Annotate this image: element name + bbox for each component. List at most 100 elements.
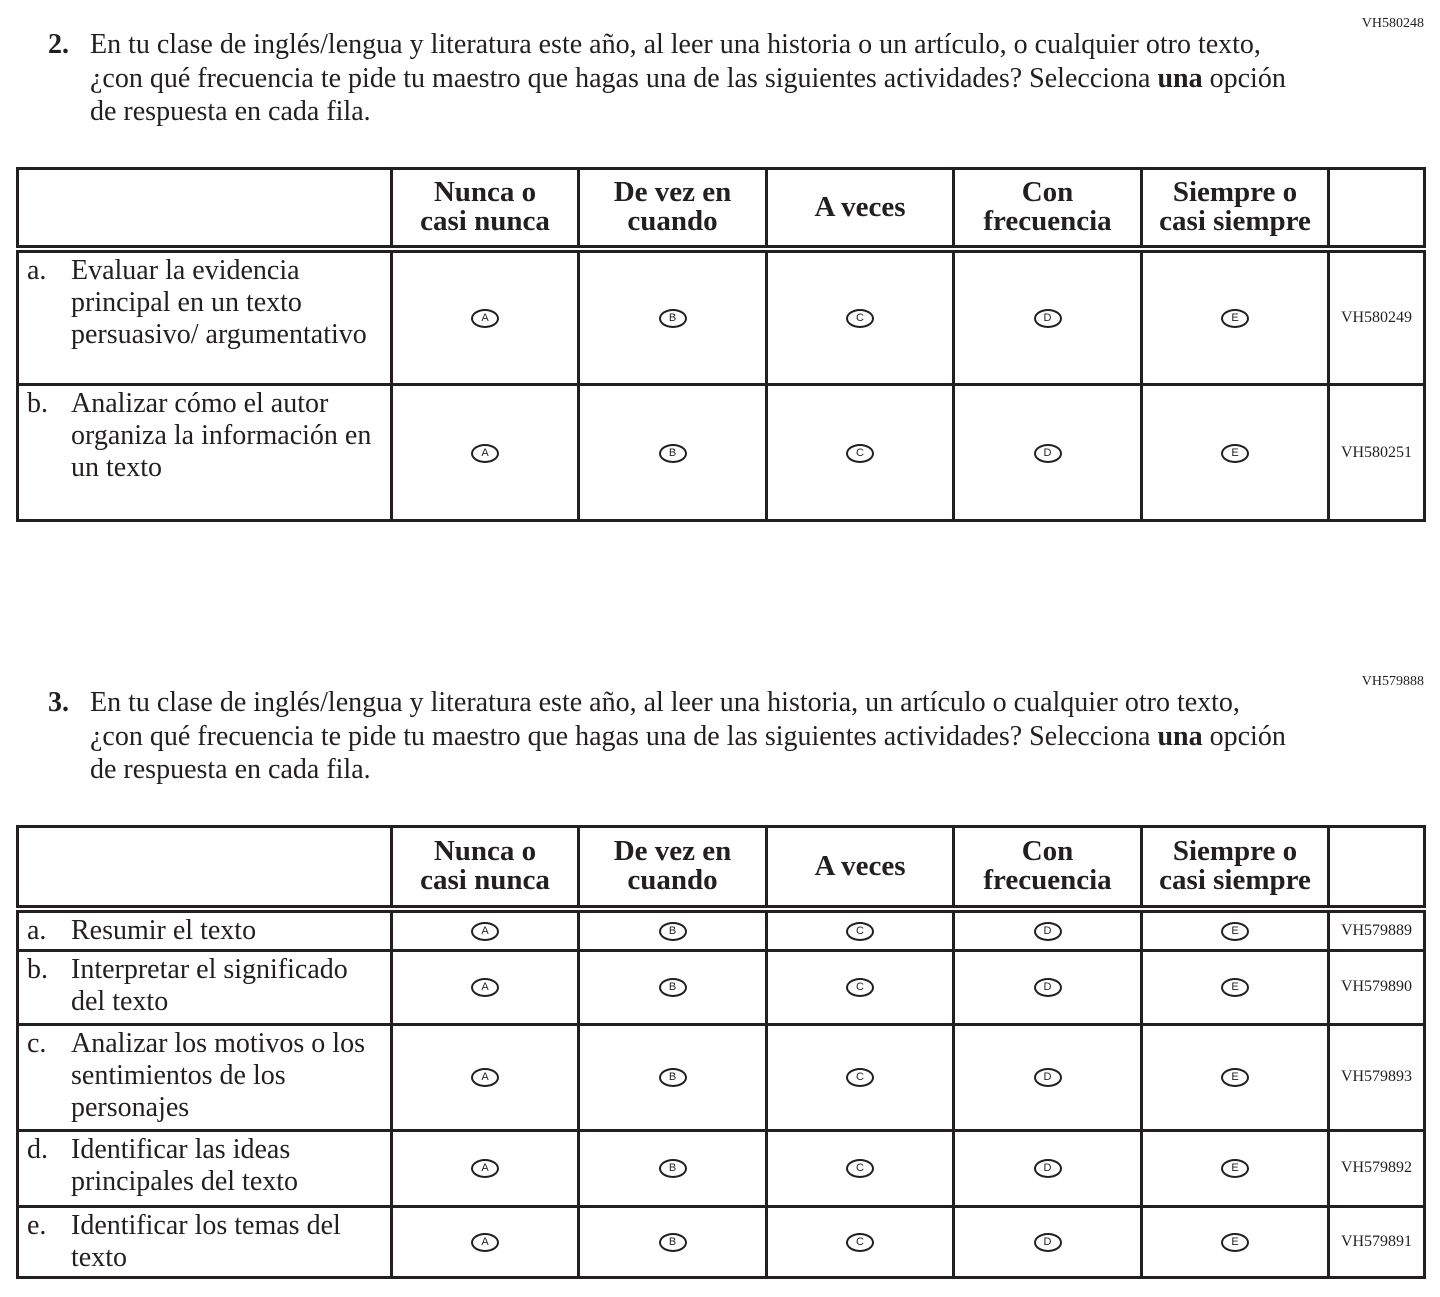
response-bubble-a[interactable]: A (471, 1159, 499, 1178)
response-bubble-d[interactable]: D (1033, 1068, 1062, 1087)
response-cell[interactable]: D (952, 383, 1143, 522)
item-letter: b. (27, 953, 48, 985)
response-bubble-e[interactable]: E (1221, 978, 1249, 997)
response-cell[interactable]: B (577, 1204, 768, 1279)
table-row: d. Identificar las ideas principales del … (16, 1128, 1426, 1208)
question-body: En tu clase de inglés/lengua y literatur… (90, 28, 1290, 129)
item-letter: c. (27, 1027, 47, 1059)
response-cell[interactable]: E (1140, 383, 1330, 522)
response-bubble-c[interactable]: C (846, 978, 874, 997)
response-cell[interactable]: A (390, 907, 580, 952)
response-bubble-a[interactable]: A (471, 308, 499, 328)
response-cell[interactable]: C (765, 907, 955, 952)
response-cell[interactable]: A (390, 1022, 580, 1132)
response-bubble-a[interactable]: A (471, 978, 499, 997)
item-letter: a. (27, 914, 47, 946)
response-bubble-c[interactable]: C (846, 1159, 874, 1178)
column-header: Nunca o casi nunca (390, 825, 580, 913)
response-cell[interactable]: D (952, 1204, 1143, 1279)
response-bubble-d[interactable]: D (1033, 921, 1062, 941)
response-cell[interactable]: B (577, 247, 768, 386)
response-bubble-a[interactable]: A (471, 1232, 499, 1252)
response-bubble-c[interactable]: C (846, 1232, 874, 1252)
response-cell[interactable]: A (390, 1128, 580, 1208)
response-bubble-d[interactable]: D (1033, 308, 1062, 328)
response-cell[interactable]: D (952, 1022, 1143, 1132)
item-letter: b. (27, 388, 48, 419)
column-header (1327, 825, 1426, 913)
response-bubble-d[interactable]: D (1033, 1159, 1062, 1178)
item-code: VH580251 (1327, 383, 1426, 522)
column-header: Siempre o casi siempre (1140, 825, 1330, 913)
question-text-before: En tu clase de inglés/lengua y literatur… (90, 687, 1240, 752)
column-header: A veces (765, 167, 955, 253)
response-cell[interactable]: A (390, 948, 580, 1026)
response-cell[interactable]: C (765, 1128, 955, 1208)
response-bubble-b[interactable]: B (658, 921, 687, 941)
table-row: a. Resumir el texto A B C D E VH579889 (16, 907, 1426, 952)
response-bubble-e[interactable]: E (1221, 1159, 1249, 1178)
response-cell[interactable]: D (952, 1128, 1143, 1208)
item-letter: a. (27, 254, 47, 286)
response-cell[interactable]: A (390, 1204, 580, 1279)
response-bubble-d[interactable]: D (1033, 443, 1062, 463)
item-code: VH580249 (1327, 247, 1426, 386)
item-label: c. Analizar los motivos o los sentimiento… (16, 1022, 393, 1132)
response-cell[interactable]: B (577, 948, 768, 1026)
response-cell[interactable]: C (765, 948, 955, 1026)
response-bubble-b[interactable]: B (658, 1232, 687, 1252)
response-bubble-e[interactable]: E (1221, 921, 1249, 941)
response-cell[interactable]: A (390, 383, 580, 522)
response-cell[interactable]: C (765, 1204, 955, 1279)
response-bubble-b[interactable]: B (658, 308, 687, 328)
response-bubble-b[interactable]: B (658, 1159, 687, 1178)
response-cell[interactable]: B (577, 1022, 768, 1132)
table-row: b. Interpretar el significado del texto A B… (16, 948, 1426, 1026)
response-bubble-e[interactable]: E (1221, 1068, 1249, 1087)
response-bubble-c[interactable]: C (846, 1068, 874, 1087)
response-bubble-e[interactable]: E (1221, 443, 1249, 463)
response-bubble-c[interactable]: C (846, 308, 874, 328)
column-header (1327, 167, 1426, 253)
response-cell[interactable]: C (765, 383, 955, 522)
item-code: VH579890 (1327, 948, 1426, 1026)
response-cell[interactable]: A (390, 247, 580, 386)
item-text: Analizar los motivos o los sentimientos … (71, 1027, 365, 1123)
response-bubble-a[interactable]: A (471, 443, 499, 463)
table-row: a. Evaluar la evidencia principal en un t… (16, 247, 1426, 386)
response-bubble-b[interactable]: B (658, 1068, 687, 1087)
response-table: Nunca o casi nunca De vez en cuando A veces C… (16, 167, 1426, 522)
response-bubble-b[interactable]: B (658, 978, 687, 997)
response-cell[interactable]: B (577, 1128, 768, 1208)
item-text: Identificar las ideas principales del te… (71, 1133, 299, 1197)
response-bubble-e[interactable]: E (1221, 308, 1249, 328)
item-label: a. Resumir el texto (16, 907, 393, 952)
response-cell[interactable]: D (952, 247, 1143, 386)
response-cell[interactable]: E (1140, 1204, 1330, 1279)
response-cell[interactable]: B (577, 907, 768, 952)
response-bubble-d[interactable]: D (1033, 1232, 1062, 1252)
response-cell[interactable]: E (1140, 247, 1330, 386)
response-cell[interactable]: B (577, 383, 768, 522)
response-bubble-a[interactable]: A (471, 1068, 499, 1087)
question-text-after: opción de respuesta en cada fila. (90, 62, 1286, 128)
table-row: c. Analizar los motivos o los sentimiento… (16, 1022, 1426, 1132)
response-bubble-a[interactable]: A (471, 921, 499, 941)
response-bubble-d[interactable]: D (1033, 978, 1062, 997)
column-header: Con frecuencia (952, 167, 1143, 253)
response-cell[interactable]: E (1140, 948, 1330, 1026)
response-cell[interactable]: C (765, 247, 955, 386)
response-bubble-e[interactable]: E (1221, 1232, 1249, 1252)
response-bubble-c[interactable]: C (846, 443, 874, 463)
response-bubble-c[interactable]: C (846, 921, 874, 941)
response-cell[interactable]: E (1140, 1022, 1330, 1132)
response-table: Nunca o casi nunca De vez en cuando A veces C… (16, 825, 1426, 1279)
response-cell[interactable]: D (952, 907, 1143, 952)
item-label: e. Identificar los temas del texto (16, 1204, 393, 1279)
item-text: Evaluar la evidencia principal en un tex… (71, 254, 367, 350)
response-cell[interactable]: C (765, 1022, 955, 1132)
response-cell[interactable]: D (952, 948, 1143, 1026)
response-cell[interactable]: E (1140, 1128, 1330, 1208)
response-cell[interactable]: E (1140, 907, 1330, 952)
response-bubble-b[interactable]: B (658, 443, 687, 463)
